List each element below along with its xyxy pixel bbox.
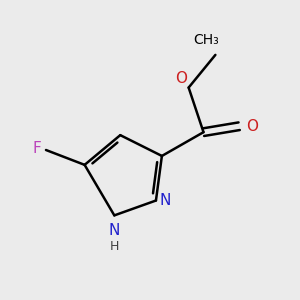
Text: O: O [175, 71, 187, 86]
Text: N: N [109, 223, 120, 238]
Text: H: H [110, 240, 119, 253]
Text: O: O [247, 119, 259, 134]
Text: F: F [33, 141, 41, 156]
Text: N: N [159, 193, 170, 208]
Text: CH₃: CH₃ [194, 33, 219, 47]
